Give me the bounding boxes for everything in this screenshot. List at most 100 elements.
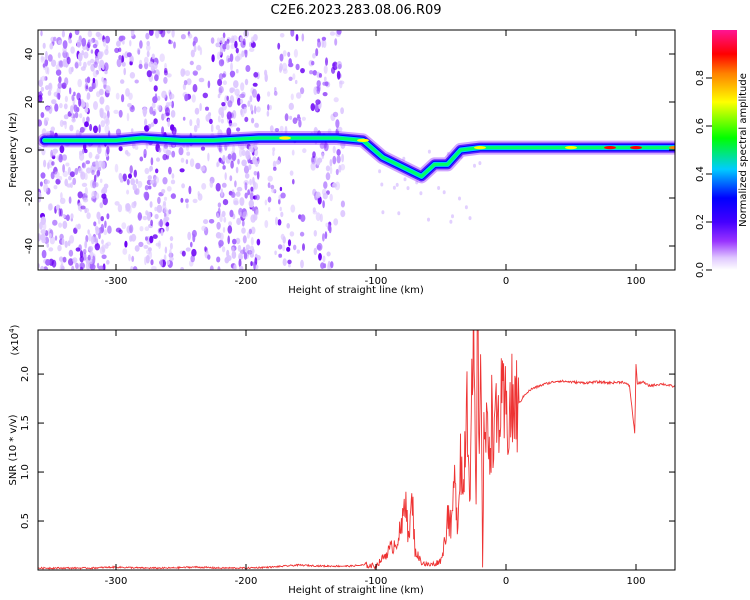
noise-speck bbox=[154, 74, 159, 82]
noise-speck bbox=[69, 235, 75, 244]
noise-speck bbox=[300, 259, 304, 269]
noise-speck bbox=[79, 113, 83, 119]
noise-speck bbox=[90, 263, 96, 270]
noise-speck bbox=[101, 112, 107, 119]
noise-speck bbox=[147, 175, 152, 181]
noise-speck bbox=[341, 153, 344, 163]
noise-speck bbox=[160, 30, 166, 38]
noise-speck bbox=[135, 178, 139, 184]
y-tick-label: 1.0 bbox=[20, 464, 31, 480]
noise-speck bbox=[264, 73, 268, 82]
noise-speck bbox=[300, 87, 305, 95]
noise-speck bbox=[74, 167, 79, 176]
noise-speck bbox=[282, 62, 288, 72]
noise-speck bbox=[163, 216, 167, 224]
noise-speck bbox=[86, 92, 91, 100]
noise-speck bbox=[88, 151, 93, 159]
noise-speck bbox=[65, 214, 70, 221]
noise-speck bbox=[198, 77, 205, 83]
noise-speck bbox=[241, 159, 247, 167]
colorbar-ticks: 0.0 0.2 0.4 0.6 0.8 bbox=[695, 70, 712, 278]
noise-speck bbox=[244, 116, 249, 123]
noise-speck bbox=[253, 72, 259, 78]
noise-speck bbox=[254, 122, 259, 128]
noise-speck bbox=[103, 183, 109, 189]
noise-speck bbox=[241, 50, 245, 58]
noise-speck bbox=[92, 255, 96, 265]
noise-speck bbox=[230, 62, 233, 72]
noise-speck bbox=[289, 170, 294, 176]
ridge-peak bbox=[279, 136, 291, 140]
noise-speck bbox=[168, 166, 172, 175]
spectrogram-x-label: Height of straight line (km) bbox=[288, 285, 424, 296]
noise-speck bbox=[86, 167, 92, 174]
noise-speck bbox=[241, 149, 246, 156]
noise-speck bbox=[340, 200, 345, 208]
noise-speck bbox=[144, 226, 150, 231]
noise-speck bbox=[313, 247, 317, 256]
noise-speck bbox=[162, 201, 167, 206]
noise-speck bbox=[159, 219, 163, 228]
noise-speck bbox=[280, 192, 286, 199]
noise-speck bbox=[130, 178, 136, 186]
noise-speck bbox=[122, 173, 127, 182]
noise-speck bbox=[451, 214, 454, 219]
noise-speck bbox=[312, 53, 316, 59]
noise-speck bbox=[51, 59, 57, 67]
noise-speck bbox=[235, 191, 241, 197]
noise-speck bbox=[238, 258, 242, 268]
noise-speck bbox=[150, 65, 155, 72]
noise-speck bbox=[317, 157, 323, 163]
x-tick-label: 0 bbox=[503, 576, 509, 587]
noise-speck bbox=[254, 149, 259, 157]
noise-speck bbox=[80, 101, 86, 108]
noise-speck bbox=[233, 80, 239, 89]
noise-speck bbox=[312, 70, 318, 76]
noise-speck bbox=[215, 182, 221, 192]
noise-speck bbox=[70, 46, 75, 54]
noise-speck bbox=[325, 172, 331, 181]
noise-speck bbox=[78, 97, 82, 107]
noise-speck bbox=[76, 39, 82, 48]
noise-speck bbox=[274, 250, 277, 256]
noise-speck bbox=[139, 40, 143, 49]
noise-speck bbox=[222, 32, 226, 39]
noise-speck bbox=[148, 30, 154, 36]
noise-speck bbox=[64, 95, 68, 103]
noise-speck bbox=[39, 181, 43, 187]
noise-speck bbox=[62, 40, 68, 49]
noise-speck bbox=[406, 186, 410, 191]
noise-speck bbox=[96, 173, 99, 178]
noise-speck bbox=[282, 244, 286, 252]
noise-speck bbox=[114, 47, 120, 54]
noise-speck bbox=[155, 30, 160, 39]
noise-speck bbox=[139, 226, 144, 232]
noise-speck bbox=[288, 58, 293, 67]
noise-speck bbox=[277, 42, 281, 50]
colorbar-tick-label: 0.2 bbox=[695, 214, 706, 230]
noise-speck bbox=[228, 221, 233, 227]
noise-speck bbox=[94, 174, 97, 183]
noise-speck bbox=[279, 186, 283, 192]
noise-speck bbox=[143, 148, 147, 158]
noise-speck bbox=[239, 36, 243, 42]
noise-speck bbox=[203, 219, 209, 225]
noise-speck bbox=[237, 97, 241, 106]
noise-speck bbox=[186, 78, 192, 86]
noise-speck bbox=[49, 130, 55, 137]
noise-speck bbox=[137, 212, 142, 221]
noise-speck bbox=[79, 126, 85, 133]
noise-speck bbox=[337, 126, 343, 132]
noise-speck bbox=[81, 162, 86, 169]
noise-speck bbox=[272, 147, 276, 152]
noise-speck bbox=[104, 62, 109, 72]
noise-speck bbox=[48, 247, 54, 252]
noise-speck bbox=[93, 101, 98, 110]
noise-speck bbox=[195, 162, 201, 170]
noise-speck bbox=[216, 37, 221, 43]
noise-speck bbox=[63, 103, 68, 110]
noise-speck bbox=[210, 37, 215, 44]
noise-speck bbox=[106, 213, 110, 220]
noise-speck bbox=[66, 56, 71, 65]
noise-speck bbox=[90, 58, 95, 64]
